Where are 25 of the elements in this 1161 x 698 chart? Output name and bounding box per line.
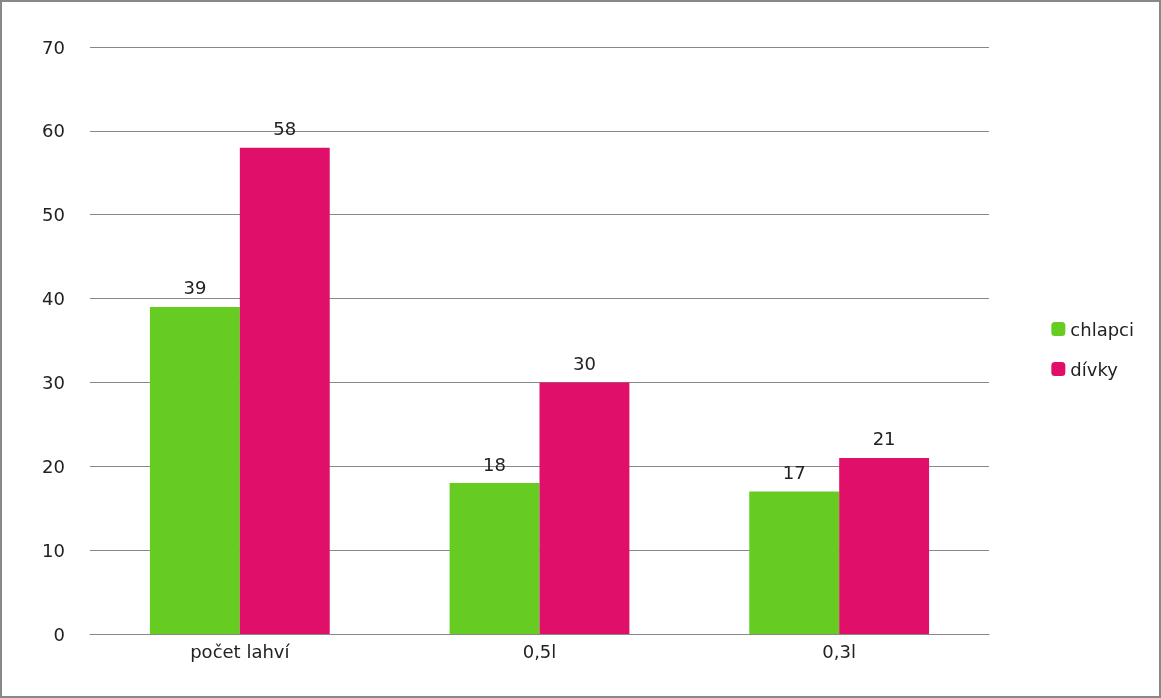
x-tick-label: 0,5l [522,640,557,662]
y-tick-label: 30 [42,371,65,393]
bar [449,483,540,634]
bar [839,457,930,634]
data-label: 39 [183,277,207,299]
data-label: 17 [782,461,806,483]
bar [149,306,240,634]
legend-label: chlapci [1070,318,1135,340]
data-label: 30 [573,352,596,374]
y-tick-label: 20 [42,455,65,477]
data-label: 21 [872,428,896,450]
x-tick-label: 0,3l [822,640,856,662]
bar [239,147,330,634]
y-tick-label: 50 [42,204,65,226]
bar [539,382,630,634]
y-tick-label: 70 [42,36,65,58]
y-tick-label: 10 [42,539,65,561]
legend-label: dívky [1070,358,1119,380]
data-label: 18 [483,453,506,475]
y-tick-label: 0 [53,623,65,645]
x-tick-label: počet lahví [190,640,291,662]
bar [749,491,840,634]
y-tick-label: 60 [42,120,65,142]
data-label: 58 [273,118,297,140]
y-tick-label: 40 [42,288,65,310]
